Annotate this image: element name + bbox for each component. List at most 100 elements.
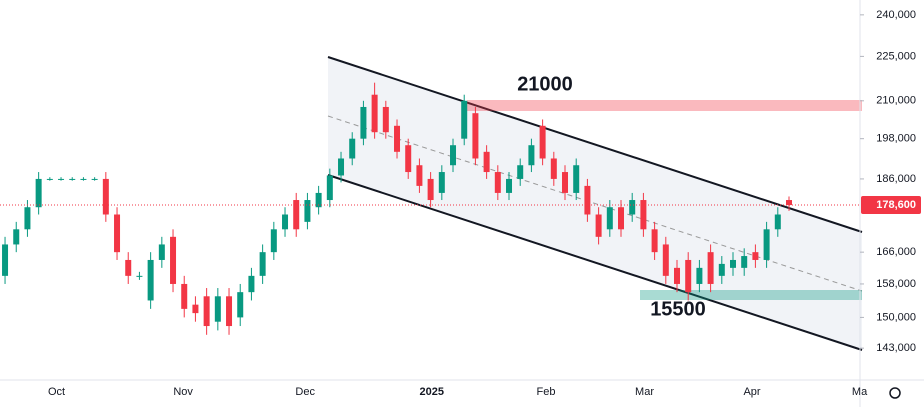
y-tick-label: 198,000 xyxy=(876,133,916,145)
candle-body xyxy=(606,207,613,230)
candle-body xyxy=(394,125,401,152)
candle-body xyxy=(528,145,535,166)
annotation: 15500 xyxy=(650,298,706,320)
candle-body xyxy=(718,263,725,276)
candle-body xyxy=(293,200,300,230)
candle-body xyxy=(91,178,98,180)
candle-body xyxy=(315,192,322,208)
candle-body xyxy=(483,151,490,173)
x-tick-label: Feb xyxy=(536,386,555,398)
candle-body xyxy=(674,267,681,284)
candle-body xyxy=(416,165,423,186)
candle-body xyxy=(226,296,233,327)
candle-body xyxy=(170,236,177,284)
candle-body xyxy=(2,244,9,276)
candle-body xyxy=(24,207,31,230)
candle-body xyxy=(136,275,143,277)
x-tick-label: Oct xyxy=(48,386,65,398)
support-zone xyxy=(640,290,862,300)
y-tick-label: 158,000 xyxy=(876,278,916,290)
candle-body xyxy=(438,172,445,193)
candle-body xyxy=(181,283,188,309)
candle-body xyxy=(147,259,154,301)
candle-body xyxy=(494,172,501,193)
channel-lower xyxy=(327,174,863,351)
x-tick-label: Mar xyxy=(635,386,654,398)
y-tick-label: 240,000 xyxy=(876,9,916,21)
y-tick-label: 186,000 xyxy=(876,173,916,185)
candle-body xyxy=(282,214,289,230)
axes: 240,000 225,000 210,000 198,000 186,000 166,0… xyxy=(48,9,921,398)
candle-body xyxy=(752,252,759,260)
candle-body xyxy=(371,94,378,133)
candle-body xyxy=(539,125,546,159)
candle-body xyxy=(427,178,434,201)
y-tick-label: 150,000 xyxy=(876,311,916,323)
candle-body xyxy=(685,259,692,293)
candle-body xyxy=(80,178,87,180)
candle-body xyxy=(573,165,580,193)
candle-body xyxy=(640,200,647,230)
candle-body xyxy=(360,106,367,139)
candle-body xyxy=(729,259,736,268)
candle-body xyxy=(192,304,199,314)
candle-body xyxy=(450,145,457,166)
candle-body xyxy=(338,158,345,176)
candle-body xyxy=(158,244,165,260)
candle-body xyxy=(214,296,221,322)
candle-body xyxy=(349,138,356,159)
x-tick-label: Nov xyxy=(173,386,193,398)
candle-body xyxy=(270,229,277,253)
candle-body xyxy=(662,244,669,276)
candle-body xyxy=(506,178,513,193)
candle-body xyxy=(741,256,748,268)
candle-body xyxy=(114,214,121,253)
candle-body xyxy=(259,252,266,276)
plot xyxy=(0,82,860,335)
candle-body xyxy=(763,229,770,260)
annotation: 21000 xyxy=(517,73,573,95)
resistance-zone xyxy=(467,100,862,111)
candle-body xyxy=(696,267,703,284)
candle-body xyxy=(707,252,714,284)
candle-body xyxy=(382,106,389,133)
candle-body xyxy=(405,145,412,173)
candle-body xyxy=(651,229,658,253)
y-tick-label: 225,000 xyxy=(876,50,916,62)
last-price-label: 178,600 xyxy=(876,199,916,211)
candle-body xyxy=(517,165,524,179)
candle-body xyxy=(584,185,591,215)
y-tick-label: 166,000 xyxy=(876,246,916,258)
candle-body xyxy=(46,178,53,180)
x-tick-label: Ma xyxy=(852,386,868,398)
candle-body xyxy=(125,259,132,276)
candle-body xyxy=(102,178,109,215)
candle-body xyxy=(562,172,569,193)
settings-icon[interactable] xyxy=(889,387,901,399)
channel-mid xyxy=(327,115,863,292)
x-tick-label: Apr xyxy=(743,386,760,398)
candle-body xyxy=(58,178,65,180)
candle-body xyxy=(629,200,636,215)
candle-body xyxy=(35,178,42,208)
candle-body xyxy=(69,178,76,180)
candle-body xyxy=(774,214,781,230)
x-tick-label: Dec xyxy=(295,386,315,398)
candle-body xyxy=(237,292,244,318)
candle-body xyxy=(472,113,479,159)
candle-body xyxy=(550,158,557,179)
x-tick-label: 2025 xyxy=(419,386,443,398)
candle-body xyxy=(461,100,468,139)
y-tick-label: 210,000 xyxy=(876,95,916,107)
candle-body xyxy=(304,200,311,222)
candle-body xyxy=(595,214,602,237)
candle-body xyxy=(203,296,210,327)
last-price-tag xyxy=(861,196,921,215)
candle-body xyxy=(785,200,792,206)
candle-body xyxy=(248,275,255,293)
candle-body xyxy=(618,207,625,230)
y-tick-label: 143,000 xyxy=(876,342,916,354)
channel-upper xyxy=(327,56,863,233)
candle-body xyxy=(326,175,333,201)
